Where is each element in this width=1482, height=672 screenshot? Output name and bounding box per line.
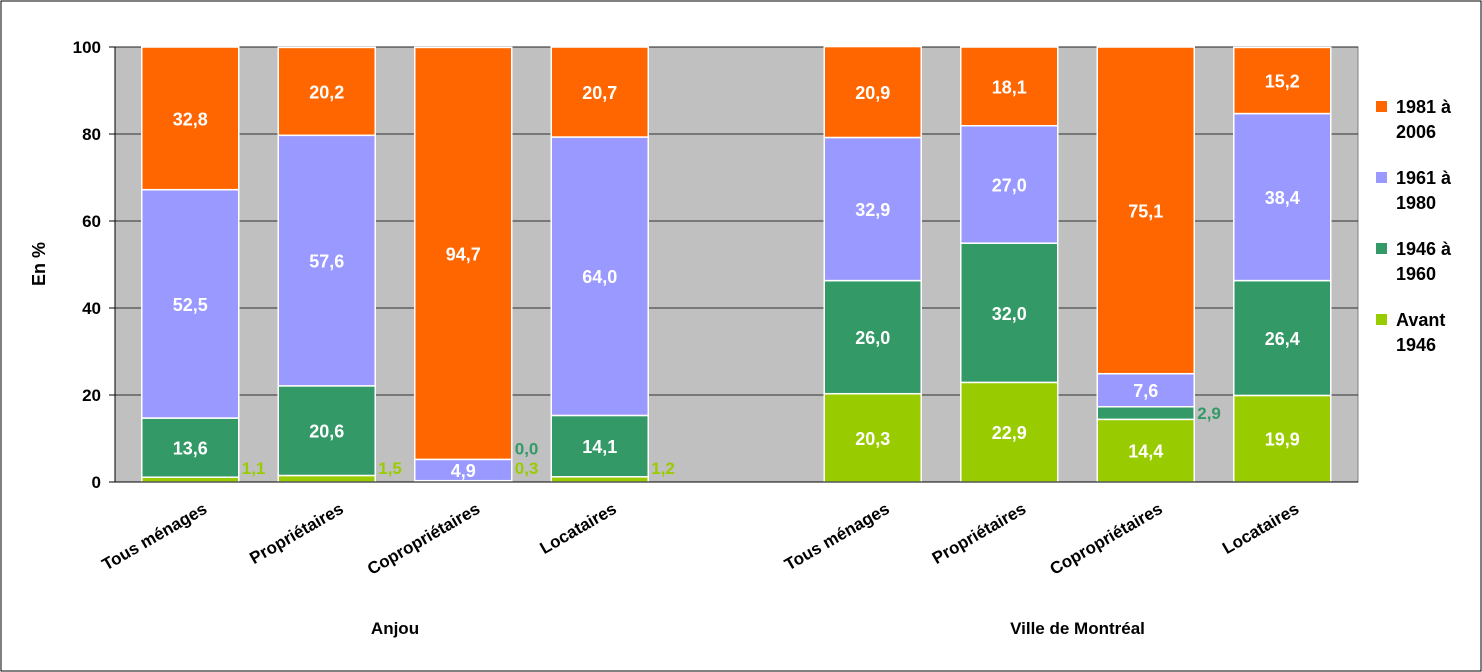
bar-segment [960,381,1059,483]
data-label: 1,1 [242,459,266,478]
legend-label: 1946 à [1396,239,1452,259]
bar-segment [550,136,649,417]
legend-swatch [1376,172,1387,183]
y-tick-labels: 0 20 40 60 80 100 [73,38,115,492]
bar-segment [1096,372,1195,408]
data-label: 19,9 [1265,430,1300,450]
y-tick-label: 60 [82,212,101,231]
legend-label: 1960 [1396,264,1436,284]
data-label: 27,0 [992,175,1027,195]
bar-segment [823,136,922,282]
data-label: 57,6 [309,252,344,272]
bar-segment [823,279,922,395]
bar-segment [1233,394,1332,483]
bar-segment [960,242,1059,384]
data-label: 20,9 [855,83,890,103]
bar-segment [960,124,1059,244]
bar-segment [1096,418,1195,483]
group-label: Ville de Montréal [1010,619,1145,638]
bar-segment [141,46,240,191]
y-tick-label: 0 [92,473,101,492]
data-label: 32,8 [173,109,208,129]
bar-segment [277,134,376,387]
bar-segment [141,417,240,478]
bar-segment [823,45,922,139]
y-tick-label: 80 [82,125,101,144]
bar-segment [1233,279,1332,397]
legend-label: 2006 [1396,122,1436,142]
bar-segment [823,392,922,483]
bar-segment [1096,46,1195,375]
data-label: 22,9 [992,423,1027,443]
legend-label: Avant [1396,310,1445,330]
bar-segment [1233,46,1332,115]
data-label: 75,1 [1128,201,1163,221]
bar-segment [277,385,376,477]
data-label: 20,2 [309,82,344,102]
data-label: 64,0 [582,267,617,287]
legend-swatch [1376,314,1387,325]
data-label: 20,6 [309,422,344,442]
legend-label: 1946 [1396,335,1436,355]
bar-segment [277,46,376,137]
bar-segment [1096,405,1195,421]
bar-segment [960,46,1059,127]
data-label: 15,2 [1265,71,1300,91]
data-label: 20,3 [855,429,890,449]
data-label: 94,7 [446,244,481,264]
y-tick-label: 100 [73,38,101,57]
data-label: 14,1 [582,437,617,457]
value-labels: 1,1 13,6 52,5 32,8 1,5 20,6 57,6 20,2 0,30,0 4,9 9… [173,71,1300,481]
legend-label: 1981 à [1396,97,1452,117]
data-label: 32,0 [992,304,1027,324]
data-label: 1,2 [651,459,675,478]
data-label: 1,5 [378,459,402,478]
group-label: Anjou [371,619,419,638]
group-labels: Anjou Ville de Montréal [371,619,1145,638]
data-label: 26,0 [855,328,890,348]
y-tick-label: 20 [82,386,101,405]
data-label: 4,9 [451,461,476,481]
data-label: 13,6 [173,439,208,459]
bar-segment [141,188,240,419]
data-label: 14,4 [1128,442,1163,462]
legend-label: 1961 à [1396,168,1452,188]
data-label: 0,3 [515,459,539,478]
data-label: 7,6 [1133,381,1158,401]
data-label: 52,5 [173,295,208,315]
bar-segment [550,46,649,138]
data-label: 38,4 [1265,188,1300,208]
data-label: 32,9 [855,200,890,220]
data-label: 18,1 [992,77,1027,97]
bar-segment [1233,112,1332,282]
data-label: 2,9 [1197,404,1221,423]
bar-segment [414,46,513,461]
data-label: 0,0 [515,440,539,459]
legend-swatch [1376,101,1387,112]
data-label: 20,7 [582,83,617,103]
y-tick-label: 40 [82,299,101,318]
y-axis-label: En % [29,242,49,286]
bars [141,45,1332,483]
legend-swatch [1376,243,1387,254]
bar-segment [550,476,649,483]
legend: 1981 à 2006 1961 à 1980 1946 à 1960 Avant 1946 [1376,97,1452,355]
bar-segment [277,474,376,483]
data-label: 26,4 [1265,329,1300,349]
legend-label: 1980 [1396,193,1436,213]
